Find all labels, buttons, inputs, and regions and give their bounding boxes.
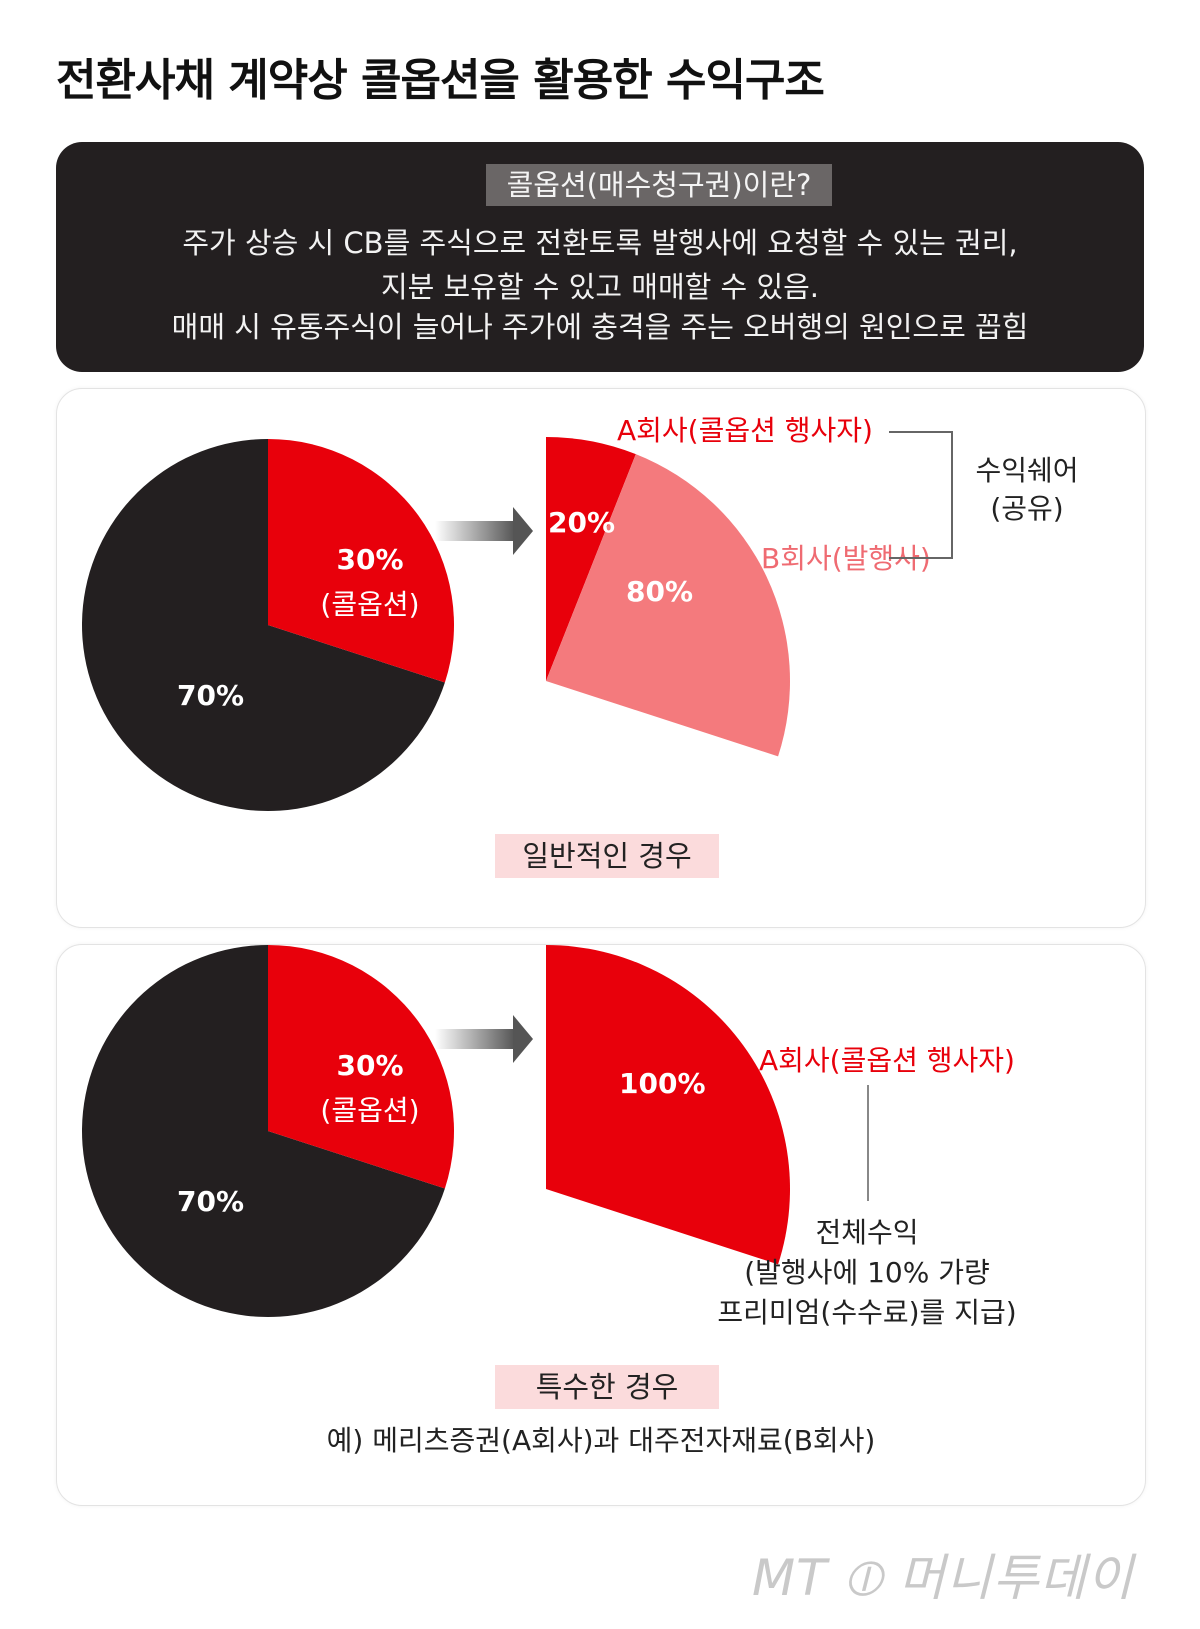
annotation-line: (발행사에 10% 가량 [744,1256,990,1289]
slice-label-30: 30% [336,543,404,576]
arrow-head [513,1015,533,1063]
slice-label-70: 70% [177,679,245,712]
breakdown-slice [546,437,636,681]
info-box: 콜옵션(매수청구권)이란? 주가 상승 시 CB를 주식으로 전환토록 발행사에… [56,142,1144,372]
pie-slice-rest [82,439,445,811]
info-heading: 콜옵션(매수청구권)이란? [486,164,832,206]
pie-slice-call-option [268,439,454,683]
caption-general-case: 일반적인 경우 [495,834,719,878]
chart-special-case [82,945,790,1317]
info-line: 주가 상승 시 CB를 주식으로 전환토록 발행사에 요청할 수 있는 권리, [182,226,1018,260]
annotation-line: 프리미엄(수수료)를 지급) [717,1296,1017,1329]
arrow-shaft [435,1029,515,1049]
panel-general-case: 70% 30% (콜옵션) 20% 80% A회사(콜옵션 행사자) B회사(발… [56,388,1146,928]
annotation-line: 전체수익 [815,1216,919,1249]
page-title: 전환사채 계약상 콜옵션을 활용한 수익구조 [56,55,825,106]
annotation-line: (공유) [990,492,1064,525]
breakdown-slice [546,454,790,757]
annotation-line: 수익쉐어 [975,454,1079,487]
bracket-line [889,431,953,559]
slice-label-30: 30% [336,1049,404,1082]
legend-company-a: A회사(콜옵션 행사자) [759,1044,1015,1077]
money-today-logo: MT ⦶ 머니투데이 [752,1549,1134,1607]
slice-label-70: 70% [177,1185,245,1218]
legend-company-a: A회사(콜옵션 행사자) [617,414,873,447]
arrow-shaft [435,521,515,541]
pie-slice-rest [82,945,445,1317]
breakdown-label-20: 20% [548,506,616,539]
info-line: 지분 보유할 수 있고 매매할 수 있음. [380,270,820,304]
breakdown-slice [546,945,790,1265]
chart-general-case [82,437,790,811]
panel-special-case: 70% 30% (콜옵션) 100% A회사(콜옵션 행사자) 전체수익 (발행… [56,944,1146,1506]
example-note: 예) 메리츠증권(A회사)과 대주전자재료(B회사) [326,1424,876,1457]
breakdown-label-100: 100% [619,1067,706,1100]
caption-special-case: 특수한 경우 [495,1365,719,1409]
slice-sublabel-30: (콜옵션) [320,1094,420,1127]
arrow-head [513,507,533,555]
pie-slice-call-option [268,945,454,1189]
slice-sublabel-30: (콜옵션) [320,588,420,621]
info-line: 매매 시 유통주식이 늘어나 주가에 충격을 주는 오버행의 원인으로 꼽힘 [171,310,1029,344]
connector-line [867,1085,869,1201]
breakdown-label-80: 80% [626,575,694,608]
